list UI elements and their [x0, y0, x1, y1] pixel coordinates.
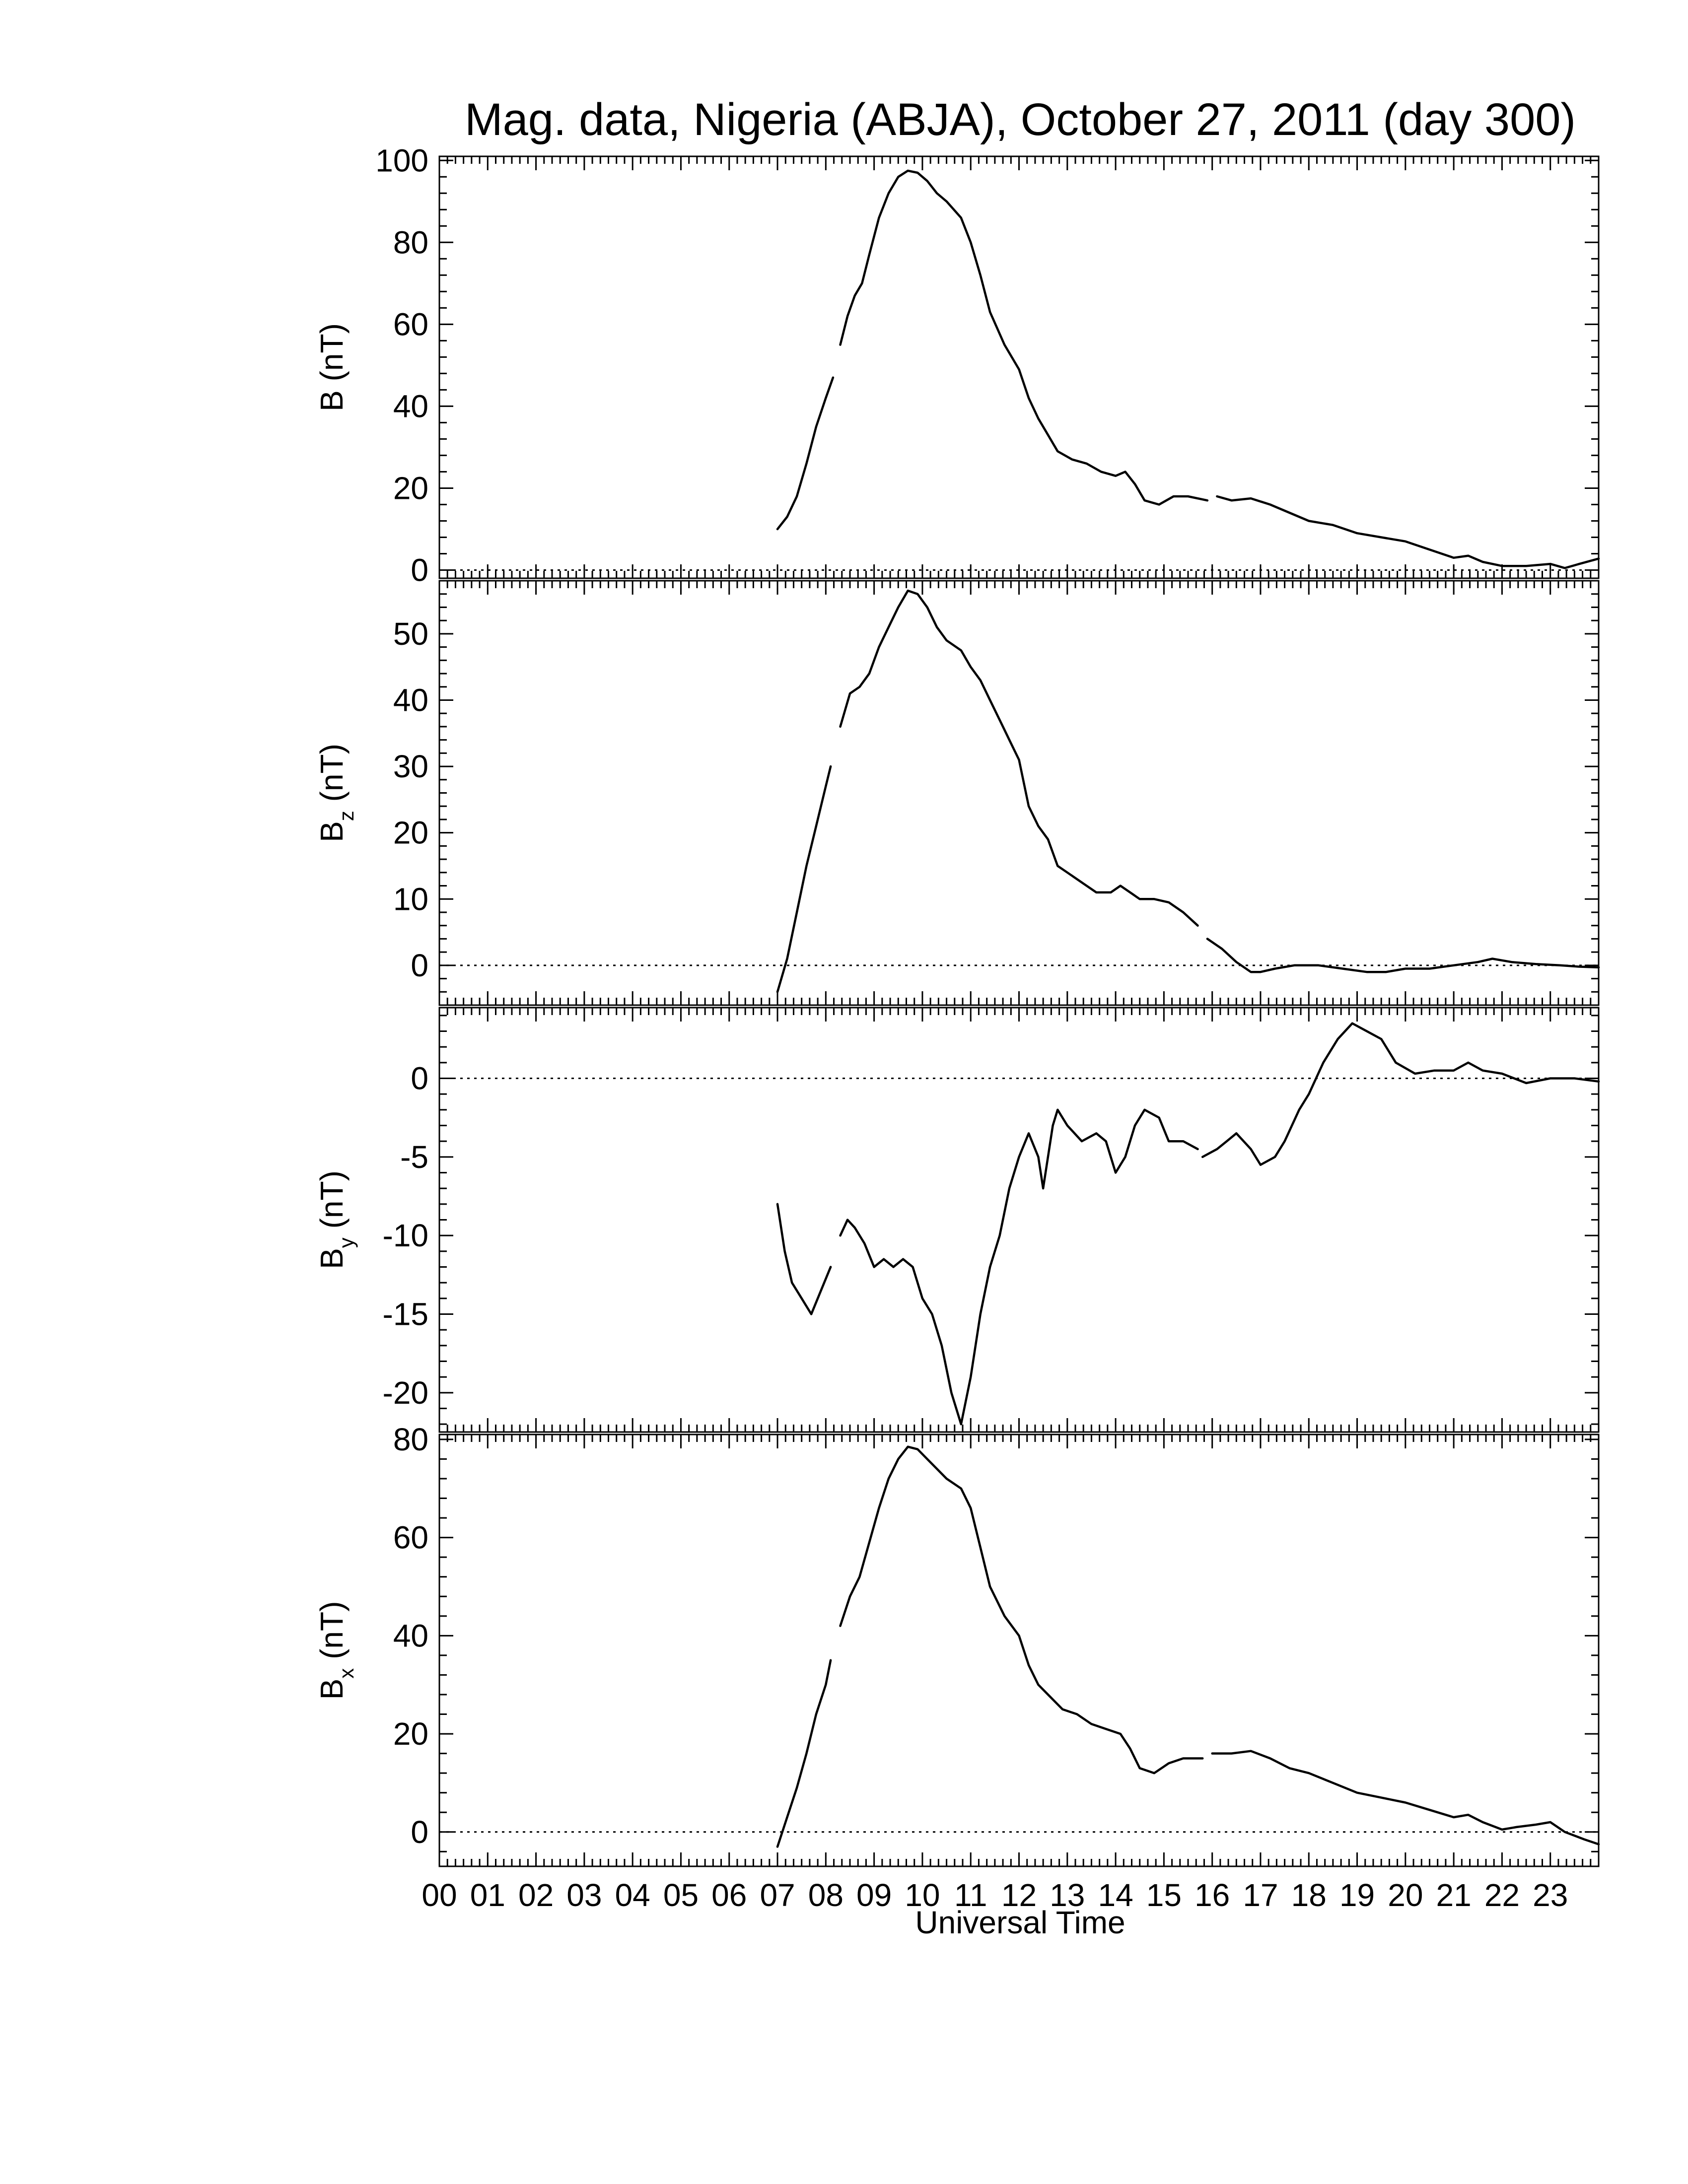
y-tick-label: 20 [393, 815, 428, 851]
x-tick-label: 23 [1533, 1877, 1568, 1913]
y-axis-label-main: B [314, 1248, 350, 1269]
x-axis-label: Universal Time [915, 1905, 1125, 1940]
panel-By: 0 -5 -10 -15 -20 By (nT) [314, 1007, 1600, 1433]
series-segment [839, 169, 1209, 506]
x-ticks-Bz [438, 581, 1600, 1005]
y-tick-label: 20 [393, 470, 428, 506]
y-tick-label: 60 [393, 306, 428, 342]
series-segment [1201, 1022, 1600, 1166]
panel-Bz: 0 10 20 30 40 50 Bz (nT) [314, 580, 1600, 1006]
x-ticks-By [438, 1008, 1600, 1432]
y-tick-label: 0 [411, 552, 428, 588]
x-ticks-Bx [438, 1434, 1600, 1866]
series-segment [1216, 495, 1600, 569]
x-tick-label: 20 [1388, 1877, 1423, 1913]
x-tick-label: 11 [954, 1877, 987, 1913]
series-Bz [776, 589, 1600, 993]
y-axis-label-unit: (nT) [314, 1601, 350, 1668]
y-tick-label: 40 [393, 682, 428, 718]
y-ticks-Bx [439, 1438, 1599, 1852]
x-tick-label: 09 [856, 1877, 892, 1913]
panel-Bx: 0 20 40 60 80 Bx (nT) [314, 1422, 1600, 1867]
y-axis-label-unit: (nT) [314, 323, 350, 390]
x-tick-label: 04 [615, 1877, 650, 1913]
y-tick-label: 0 [411, 1814, 428, 1850]
series-segment [776, 765, 832, 993]
y-ticks-Bz [439, 580, 1599, 1006]
y-axis-label-main: B [314, 1679, 350, 1700]
panel-frame-Bx [438, 1433, 1600, 1867]
x-tick-label: 06 [711, 1877, 747, 1913]
y-tick-label: -15 [383, 1297, 429, 1332]
y-axis-label-B: B (nT) [314, 323, 350, 411]
x-tick-label: 17 [1243, 1877, 1278, 1913]
y-axis-label-main: B [314, 390, 350, 411]
y-axis-label-Bz: Bz (nT) [314, 744, 358, 842]
x-ticks-B [438, 156, 1600, 578]
series-segment [839, 1445, 1204, 1774]
y-tick-label: -20 [383, 1375, 429, 1411]
x-tick-label: 08 [808, 1877, 844, 1913]
series-Bx [776, 1445, 1600, 1848]
x-tick-label: 01 [470, 1877, 505, 1913]
y-tick-label: 10 [393, 881, 428, 917]
y-axis-label-By: By (nT) [314, 1170, 358, 1269]
y-tick-label: 60 [393, 1520, 428, 1556]
y-tick-label: 100 [375, 142, 428, 178]
x-tick-labels: 00 01 02 03 04 05 06 07 08 09 10 11 12 13 14 15 16 17 18 19… [422, 1877, 1568, 1913]
x-tick-label: 12 [1001, 1877, 1037, 1913]
y-tick-label: 30 [393, 749, 428, 784]
y-axis-label-sub: y [335, 1237, 358, 1248]
y-tick-label: 40 [393, 1618, 428, 1653]
chart-title: Mag. data, Nigeria (ABJA), October 27, 2… [465, 94, 1576, 145]
y-tick-label: 20 [393, 1716, 428, 1752]
y-tick-label: 0 [411, 948, 428, 983]
x-tick-label: 00 [422, 1877, 457, 1913]
x-tick-label: 07 [760, 1877, 795, 1913]
series-By [776, 1022, 1600, 1426]
y-tick-label: -10 [383, 1218, 429, 1253]
y-axis-label-Bx: Bx (nT) [314, 1601, 358, 1700]
panels: 0 20 40 60 80 100 B (nT) 0 10 20 30 40 50 Bz (nT) 0 -5 -… [314, 142, 1600, 1867]
y-axis-label-unit: (nT) [314, 1170, 350, 1237]
x-tick-label: 21 [1436, 1877, 1472, 1913]
x-tick-label: 02 [518, 1877, 554, 1913]
x-tick-label: 15 [1146, 1877, 1182, 1913]
x-tick-label: 22 [1484, 1877, 1520, 1913]
y-ticks-By [439, 1015, 1599, 1425]
x-tick-label: 05 [663, 1877, 699, 1913]
series-segment [839, 589, 1199, 927]
y-tick-label: 80 [393, 224, 428, 260]
y-axis-label-sub: x [335, 1668, 358, 1679]
series-segment [1211, 1750, 1600, 1845]
x-tick-label: 19 [1339, 1877, 1375, 1913]
series-segment [1206, 938, 1600, 973]
x-tick-label: 14 [1098, 1877, 1133, 1913]
y-axis-label-main: B [314, 821, 350, 842]
panel-frame-Bz [438, 580, 1600, 1006]
y-axis-label-unit: (nT) [314, 744, 350, 811]
x-tick-label: 18 [1291, 1877, 1327, 1913]
y-tick-label: -5 [400, 1139, 428, 1175]
x-tick-label: 16 [1195, 1877, 1230, 1913]
series-segment [776, 1659, 832, 1848]
series-segment [839, 1108, 1199, 1426]
y-tick-label: 40 [393, 388, 428, 424]
panel-B: 0 20 40 60 80 100 B (nT) [314, 142, 1600, 588]
y-tick-label: 0 [411, 1061, 428, 1096]
y-axis-label-sub: z [335, 811, 358, 821]
series-segment [776, 376, 835, 531]
series-segment [776, 1203, 832, 1315]
y-tick-label: 80 [393, 1422, 428, 1457]
y-tick-label: 50 [393, 616, 428, 652]
x-tick-label: 03 [566, 1877, 602, 1913]
x-tick-label: 13 [1050, 1877, 1085, 1913]
series-B [776, 169, 1600, 569]
x-tick-label: 10 [905, 1877, 940, 1913]
y-ticks-B [439, 159, 1599, 571]
